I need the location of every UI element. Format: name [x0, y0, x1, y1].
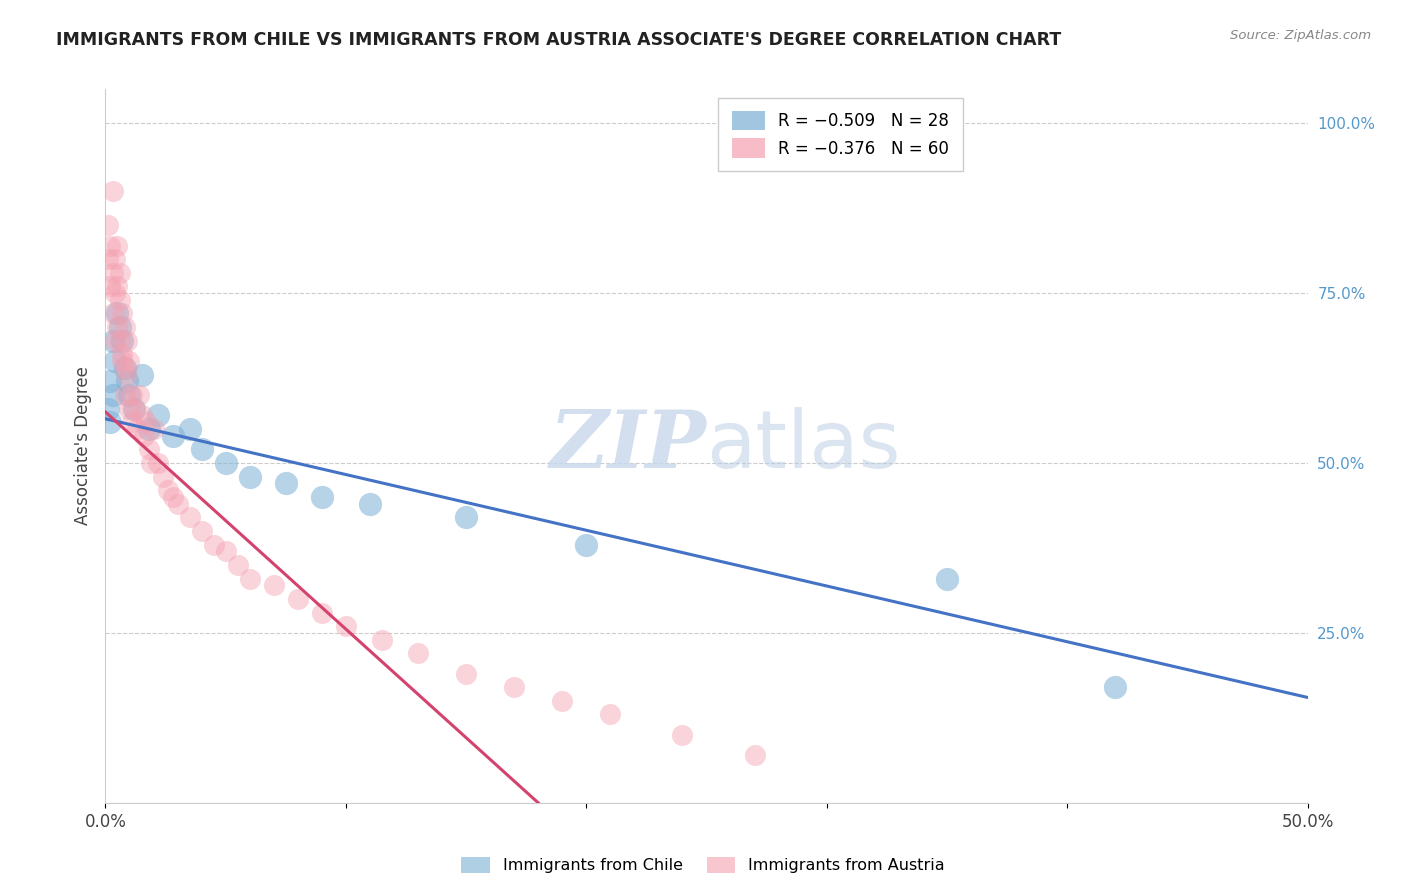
Point [162, 490, 184, 504]
Point [575, 537, 598, 551]
Point [108, 266, 131, 280]
Point [214, 544, 236, 558]
Point [239, 469, 262, 483]
Point [107, 238, 129, 252]
Point [551, 694, 574, 708]
Point [671, 728, 693, 742]
Point [114, 320, 136, 334]
Point [131, 409, 153, 423]
Text: ZIP: ZIP [550, 408, 707, 484]
Point [371, 632, 394, 647]
Point [152, 469, 174, 483]
Point [107, 320, 129, 334]
Point [97, 401, 120, 416]
Point [107, 279, 129, 293]
Point [101, 184, 124, 198]
Point [101, 334, 124, 348]
Point [239, 572, 262, 586]
Point [125, 422, 148, 436]
Point [115, 368, 138, 382]
Point [114, 388, 136, 402]
Point [138, 442, 160, 457]
Point [454, 666, 477, 681]
Point [156, 483, 179, 498]
Point [274, 476, 297, 491]
Point [454, 510, 477, 524]
Point [190, 442, 212, 457]
Point [202, 537, 225, 551]
Point [108, 320, 131, 334]
Point [148, 409, 170, 423]
Point [104, 252, 127, 266]
Point [311, 606, 333, 620]
Point [111, 334, 134, 348]
Point [142, 422, 165, 436]
Text: Source: ZipAtlas.com: Source: ZipAtlas.com [1230, 29, 1371, 42]
Point [111, 306, 134, 320]
Point [115, 334, 138, 348]
Point [121, 388, 143, 402]
Point [97, 252, 120, 266]
Point [118, 401, 141, 416]
Point [132, 429, 155, 443]
Legend: Immigrants from Chile, Immigrants from Austria: Immigrants from Chile, Immigrants from A… [454, 850, 952, 880]
Point [108, 334, 131, 348]
Point [166, 497, 188, 511]
Point [162, 429, 184, 443]
Point [599, 707, 621, 722]
Point [263, 578, 285, 592]
Point [138, 422, 160, 436]
Point [359, 497, 381, 511]
Point [406, 646, 429, 660]
Point [121, 415, 143, 429]
Text: IMMIGRANTS FROM CHILE VS IMMIGRANTS FROM AUSTRIA ASSOCIATE'S DEGREE CORRELATION : IMMIGRANTS FROM CHILE VS IMMIGRANTS FROM… [56, 31, 1062, 49]
Point [104, 354, 127, 368]
Point [128, 388, 150, 402]
Point [98, 415, 121, 429]
Point [214, 456, 236, 470]
Point [135, 415, 157, 429]
Point [936, 572, 959, 586]
Y-axis label: Associate's Degree: Associate's Degree [73, 367, 91, 525]
Point [148, 456, 170, 470]
Point [287, 591, 309, 606]
Point [311, 490, 333, 504]
Point [98, 238, 121, 252]
Point [124, 401, 146, 416]
Point [114, 360, 136, 375]
Point [111, 347, 134, 361]
Point [104, 334, 127, 348]
Point [503, 680, 526, 694]
Point [744, 748, 766, 763]
Point [104, 286, 127, 301]
Point [98, 279, 121, 293]
Point [107, 306, 129, 320]
Point [131, 368, 153, 382]
Point [226, 558, 249, 572]
Point [101, 306, 124, 320]
Point [114, 360, 136, 375]
Legend: R = −0.509   N = 28, R = −0.376   N = 60: R = −0.509 N = 28, R = −0.376 N = 60 [718, 97, 963, 171]
Point [139, 456, 162, 470]
Point [111, 354, 134, 368]
Point [124, 401, 146, 416]
Text: atlas: atlas [707, 407, 901, 485]
Point [97, 218, 120, 232]
Point [98, 375, 121, 389]
Point [1104, 680, 1126, 694]
Point [101, 388, 124, 402]
Point [179, 510, 201, 524]
Point [190, 524, 212, 538]
Point [115, 375, 138, 389]
Point [118, 388, 141, 402]
Point [179, 422, 201, 436]
Point [335, 619, 357, 633]
Point [101, 266, 124, 280]
Point [108, 293, 131, 307]
Point [118, 354, 141, 368]
